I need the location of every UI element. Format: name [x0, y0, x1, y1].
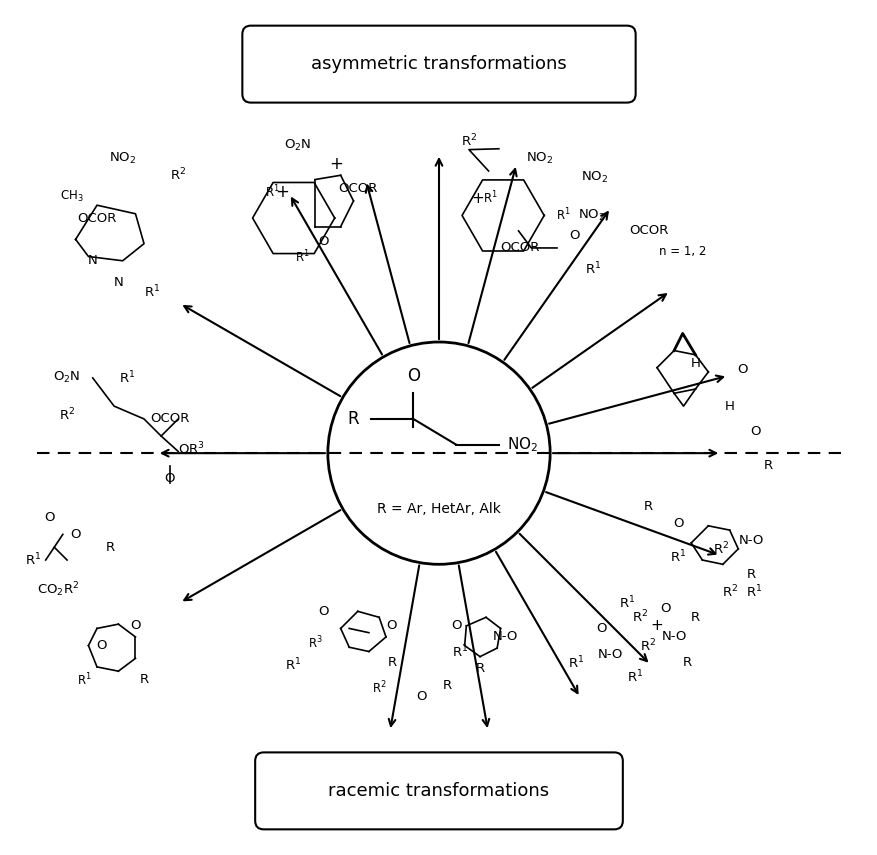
Text: H: H — [690, 357, 700, 370]
Text: N: N — [113, 275, 123, 289]
Text: asymmetric transformations: asymmetric transformations — [310, 55, 567, 74]
Text: NO$_2$: NO$_2$ — [507, 435, 538, 454]
Text: H: H — [724, 399, 734, 413]
Text: R$^2$: R$^2$ — [639, 637, 656, 654]
Text: R: R — [763, 459, 772, 473]
Text: R: R — [643, 499, 652, 513]
Text: O: O — [70, 528, 81, 541]
Text: R: R — [475, 662, 484, 675]
Text: R$^1$: R$^1$ — [584, 261, 601, 278]
Text: R$^1$: R$^1$ — [555, 207, 570, 224]
Text: O: O — [318, 234, 329, 248]
Text: R$^2$: R$^2$ — [59, 406, 75, 423]
Text: R: R — [139, 673, 148, 687]
Text: +: + — [471, 191, 483, 206]
Text: R: R — [745, 568, 755, 581]
Text: R = Ar, HetAr, Alk: R = Ar, HetAr, Alk — [376, 502, 501, 516]
Text: R$^1$: R$^1$ — [76, 671, 91, 688]
Text: racemic transformations: racemic transformations — [328, 781, 549, 800]
Text: OCOR: OCOR — [150, 412, 189, 426]
Text: R: R — [347, 410, 359, 428]
Text: O: O — [164, 472, 175, 486]
Text: R$^2$: R$^2$ — [631, 609, 647, 626]
Text: O: O — [595, 622, 606, 635]
Text: O: O — [660, 602, 670, 616]
Text: R$^2$: R$^2$ — [460, 133, 476, 150]
Text: O: O — [568, 228, 579, 242]
Text: O: O — [96, 639, 106, 652]
Text: R$^1$: R$^1$ — [144, 284, 160, 301]
Text: O: O — [386, 619, 396, 633]
Text: R$^1$: R$^1$ — [452, 643, 468, 660]
Text: CO$_2$R$^2$: CO$_2$R$^2$ — [38, 581, 80, 599]
Text: OR$^3$: OR$^3$ — [177, 440, 204, 457]
Text: R: R — [681, 656, 691, 669]
Text: OCOR: OCOR — [500, 241, 539, 255]
Text: NO$_2$: NO$_2$ — [581, 170, 608, 186]
Text: O$_2$N: O$_2$N — [53, 370, 81, 386]
Text: O: O — [45, 510, 55, 524]
Text: N-O: N-O — [738, 534, 763, 547]
Text: O: O — [318, 604, 329, 618]
Text: O: O — [130, 619, 140, 633]
Text: R$^1$: R$^1$ — [567, 654, 583, 671]
Text: R$^1$: R$^1$ — [118, 369, 135, 386]
Text: N: N — [88, 254, 97, 268]
Text: R$^3$: R$^3$ — [307, 634, 322, 652]
Text: NO$_2$: NO$_2$ — [525, 150, 553, 166]
Text: NO$_2$: NO$_2$ — [109, 150, 136, 166]
Text: O: O — [450, 619, 460, 633]
Text: R$^1$: R$^1$ — [618, 594, 635, 611]
Text: R$^1$: R$^1$ — [285, 657, 302, 674]
Text: R: R — [443, 679, 452, 693]
Text: R$^2$  R$^1$: R$^2$ R$^1$ — [722, 583, 762, 600]
Text: R$^1$: R$^1$ — [295, 248, 310, 265]
Text: OCOR: OCOR — [77, 211, 117, 225]
Text: N-O: N-O — [493, 630, 517, 644]
Text: n = 1, 2: n = 1, 2 — [658, 245, 705, 258]
Text: +: + — [650, 618, 663, 634]
Text: NO$_2$: NO$_2$ — [577, 208, 604, 223]
Text: O: O — [673, 516, 683, 530]
Text: N-O: N-O — [596, 647, 622, 661]
Text: R$^1$: R$^1$ — [265, 184, 280, 201]
Text: R: R — [105, 540, 114, 554]
Text: +: + — [254, 183, 289, 202]
Text: R$^1$: R$^1$ — [25, 551, 41, 569]
Text: O: O — [737, 363, 747, 376]
Text: CH$_3$: CH$_3$ — [60, 189, 83, 204]
FancyBboxPatch shape — [242, 26, 635, 103]
Text: O: O — [417, 690, 427, 704]
Text: R$^1$: R$^1$ — [669, 549, 686, 566]
Text: R$^1$: R$^1$ — [482, 190, 497, 207]
Text: O$_2$N: O$_2$N — [284, 138, 311, 153]
Text: O: O — [406, 367, 419, 385]
Text: +: + — [329, 155, 343, 174]
Text: OCOR: OCOR — [628, 224, 667, 238]
Text: O: O — [749, 425, 759, 439]
Text: R$^2$: R$^2$ — [712, 540, 729, 557]
FancyBboxPatch shape — [255, 752, 622, 829]
Text: OCOR: OCOR — [338, 181, 377, 195]
Text: R$^2$: R$^2$ — [371, 680, 386, 697]
Text: R: R — [387, 656, 396, 669]
Text: R$^2$: R$^2$ — [170, 167, 186, 184]
Text: N-O: N-O — [660, 630, 686, 644]
Text: R$^1$: R$^1$ — [627, 669, 643, 686]
Text: R: R — [690, 610, 699, 624]
